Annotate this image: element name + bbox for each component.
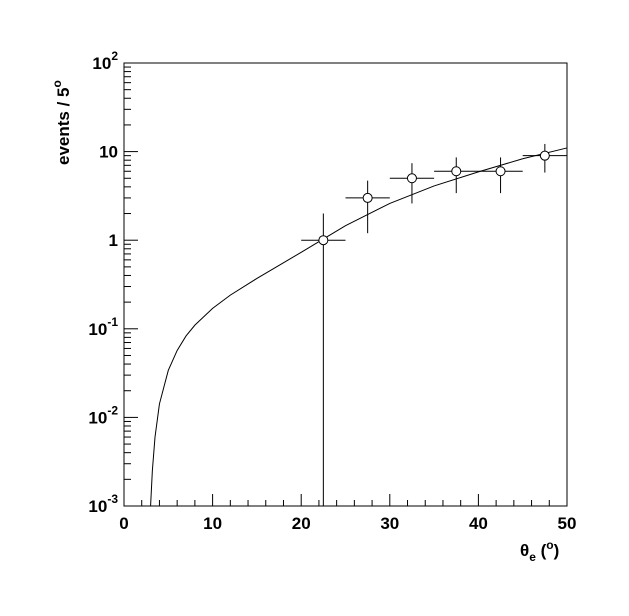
y-tick-label: 10-2: [88, 403, 118, 427]
data-point: [301, 213, 346, 506]
y-tick-label: 10: [99, 143, 118, 162]
point-marker: [539, 150, 550, 161]
data-point: [478, 157, 523, 194]
data-point: [434, 157, 479, 194]
y-tick-label: 10-3: [88, 492, 118, 516]
point-marker: [362, 192, 373, 203]
point-marker: [451, 166, 462, 177]
data-point: [345, 180, 390, 234]
fit-curve-layer: [150, 147, 568, 507]
plot-frame: [123, 62, 568, 507]
y-tick-label: 1: [109, 231, 118, 250]
point-marker: [406, 173, 417, 184]
x-tick-label: 0: [119, 514, 128, 533]
x-tick-label: 30: [380, 514, 399, 533]
data-point: [389, 163, 435, 204]
x-axis-title: θe (o): [520, 538, 559, 564]
point-marker: [318, 235, 329, 246]
tick-marks: [123, 62, 568, 507]
x-tick-label: 50: [558, 514, 577, 533]
x-tick-label: 10: [203, 514, 222, 533]
y-tick-label: 10-1: [88, 315, 118, 339]
point-marker: [495, 166, 506, 177]
x-tick-label: 40: [469, 514, 488, 533]
x-tick-label: 20: [292, 514, 311, 533]
data-point: [522, 143, 567, 173]
y-axis-title: events / 5o: [50, 80, 73, 165]
fit-curve: [150, 147, 568, 507]
tick-labels: 0 10 20 30 40 50 10-3 10-2 10-1 1 10 102: [88, 49, 576, 533]
y-tick-label: 102: [92, 49, 118, 73]
data-points-layer: [301, 143, 567, 506]
